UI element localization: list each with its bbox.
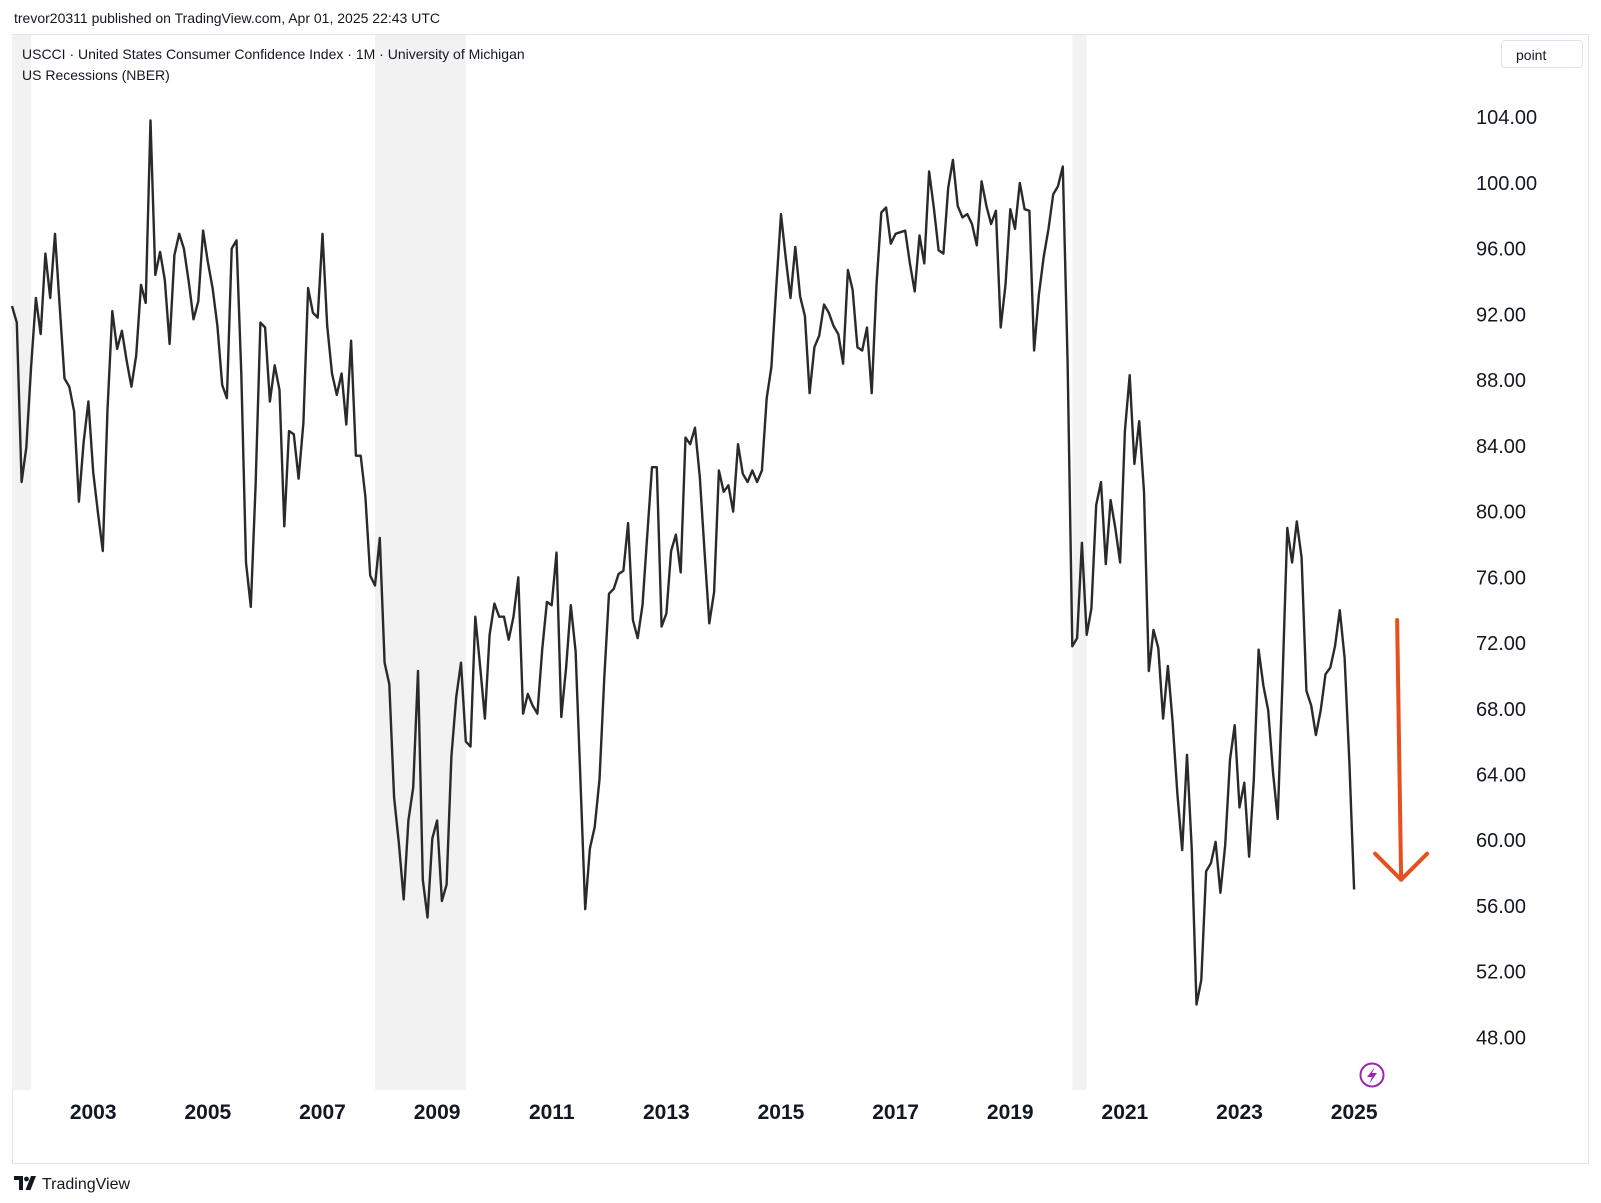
y-tick-label: 68.00 xyxy=(1476,699,1526,721)
y-tick-label: 72.00 xyxy=(1476,633,1526,655)
x-tick-label: 2009 xyxy=(414,1101,461,1124)
down-arrow-icon[interactable] xyxy=(1373,618,1430,882)
y-tick-label: 52.00 xyxy=(1476,962,1526,984)
overlay-title[interactable]: US Recessions (NBER) xyxy=(22,67,170,83)
x-tick-label: 2017 xyxy=(872,1101,919,1124)
y-tick-label: 96.00 xyxy=(1476,239,1526,261)
x-tick-label: 2007 xyxy=(299,1101,346,1124)
x-tick-label: 2011 xyxy=(529,1101,575,1124)
chart-legend[interactable]: USCCI · United States Consumer Confidenc… xyxy=(22,44,525,86)
lightning-bolt-icon[interactable] xyxy=(1359,1062,1385,1088)
x-tick-label: 2013 xyxy=(643,1101,690,1124)
x-tick-label: 2019 xyxy=(987,1101,1034,1124)
publish-info: trevor20311 published on TradingView.com… xyxy=(14,10,440,26)
y-tick-label: 104.00 xyxy=(1476,107,1537,129)
tradingview-logo-icon xyxy=(14,1175,38,1195)
arrow-shaft[interactable] xyxy=(1395,618,1404,882)
y-tick-label: 64.00 xyxy=(1476,764,1526,786)
y-tick-label: 100.00 xyxy=(1476,173,1537,195)
y-tick-label: 56.00 xyxy=(1476,896,1526,918)
x-tick-label: 2021 xyxy=(1102,1101,1149,1124)
footer-brand[interactable]: TradingView xyxy=(14,1175,130,1195)
y-tick-label: 84.00 xyxy=(1476,436,1526,458)
recession-band-3 xyxy=(1072,35,1087,1090)
x-tick-label: 2005 xyxy=(184,1101,231,1124)
chart-pane[interactable] xyxy=(12,34,1589,1164)
y-tick-label: 80.00 xyxy=(1476,502,1526,524)
x-tick-label: 2003 xyxy=(70,1101,117,1124)
time-axis[interactable]: 2003 2005 2007 2009 2011 2013 2015 2017 2019 2021… xyxy=(70,1101,1378,1124)
x-tick-label: 2025 xyxy=(1331,1101,1378,1124)
y-tick-label: 60.00 xyxy=(1476,830,1526,852)
recession-band-2 xyxy=(375,35,466,1090)
series-line[interactable] xyxy=(10,119,1356,1006)
recession-band-1 xyxy=(12,35,32,1090)
y-tick-label: 92.00 xyxy=(1476,304,1526,326)
annotation-layer[interactable] xyxy=(1373,618,1430,882)
x-tick-label: 2015 xyxy=(758,1101,805,1124)
price-axis[interactable]: 104.00 100.00 96.00 92.00 88.00 84.00 80.00 76.… xyxy=(1476,107,1537,1049)
x-tick-label: 2023 xyxy=(1216,1101,1263,1124)
recession-shading xyxy=(12,35,1087,1090)
y-tick-label: 76.00 xyxy=(1476,567,1526,589)
y-tick-label: 48.00 xyxy=(1476,1027,1526,1049)
y-tick-label: 88.00 xyxy=(1476,370,1526,392)
brand-name: TradingView xyxy=(42,1176,131,1193)
arrow-head[interactable] xyxy=(1373,851,1430,882)
scale-mode-badge[interactable]: point xyxy=(1501,40,1583,68)
series-layer xyxy=(10,119,1356,1006)
series-title[interactable]: USCCI · United States Consumer Confidenc… xyxy=(22,46,525,62)
